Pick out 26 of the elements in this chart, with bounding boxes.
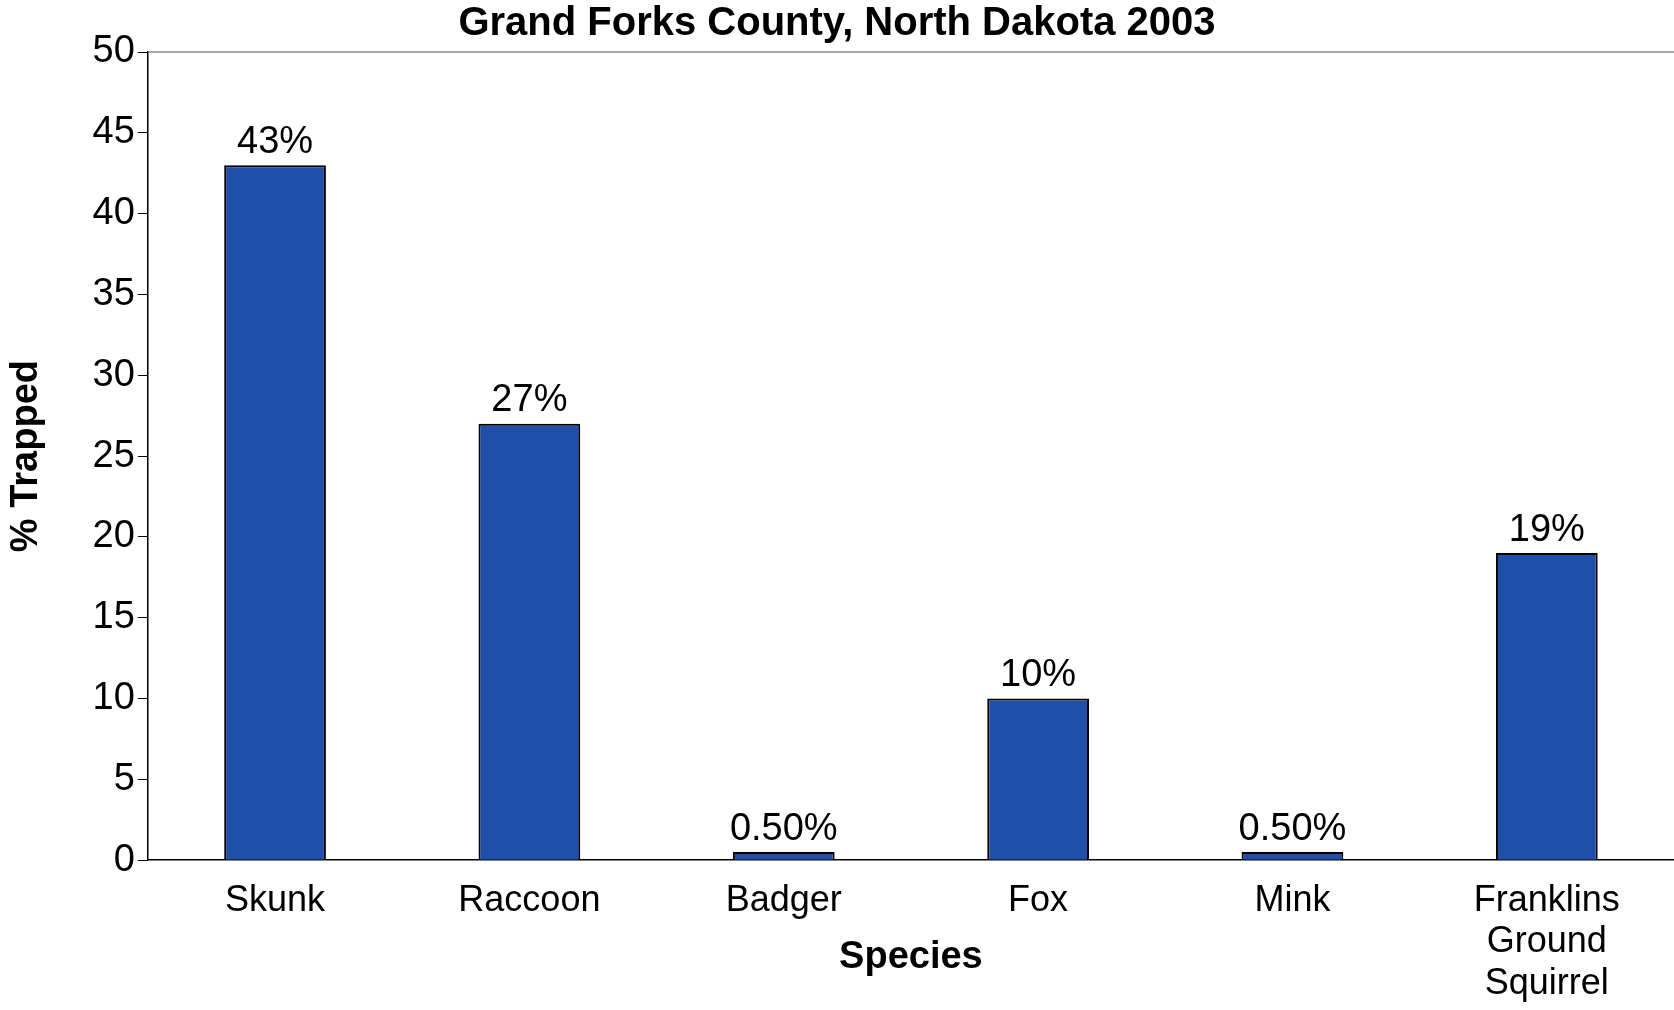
data-label: 10% [1000,652,1077,695]
x-tick-label: Badger [725,877,842,919]
y-tick-label: 15 [92,594,135,637]
y-tick-label: 5 [113,755,135,798]
x-tick-label: Fox [1008,877,1069,919]
data-label: 27% [491,377,568,420]
y-axis-title: % Trapped [3,360,46,553]
y-tick-label: 20 [92,513,135,556]
x-tick-label: Skunk [225,877,327,919]
y-tick-label: 40 [92,190,135,233]
y-tick-label: 50 [92,28,135,71]
x-tick-label: Mink [1254,877,1332,919]
y-tick-label: 0 [113,836,135,879]
data-label: 0.50% [1238,805,1347,848]
data-label: 0.50% [729,805,838,848]
y-tick-label: 10 [92,675,135,718]
y-tick-label: 45 [92,109,135,152]
chart-title: Grand Forks County, North Dakota 2003 [458,0,1216,44]
data-label: 43% [237,118,314,161]
x-tick-label: Raccoon [458,877,601,919]
y-tick-label: 30 [92,351,135,394]
x-tick-label: Franklins Ground Squirrel [1473,877,1620,1002]
y-tick-label: 25 [92,432,135,475]
y-tick-label: 35 [92,270,135,313]
data-label: 19% [1508,506,1585,549]
x-axis-title: Species [839,933,983,976]
